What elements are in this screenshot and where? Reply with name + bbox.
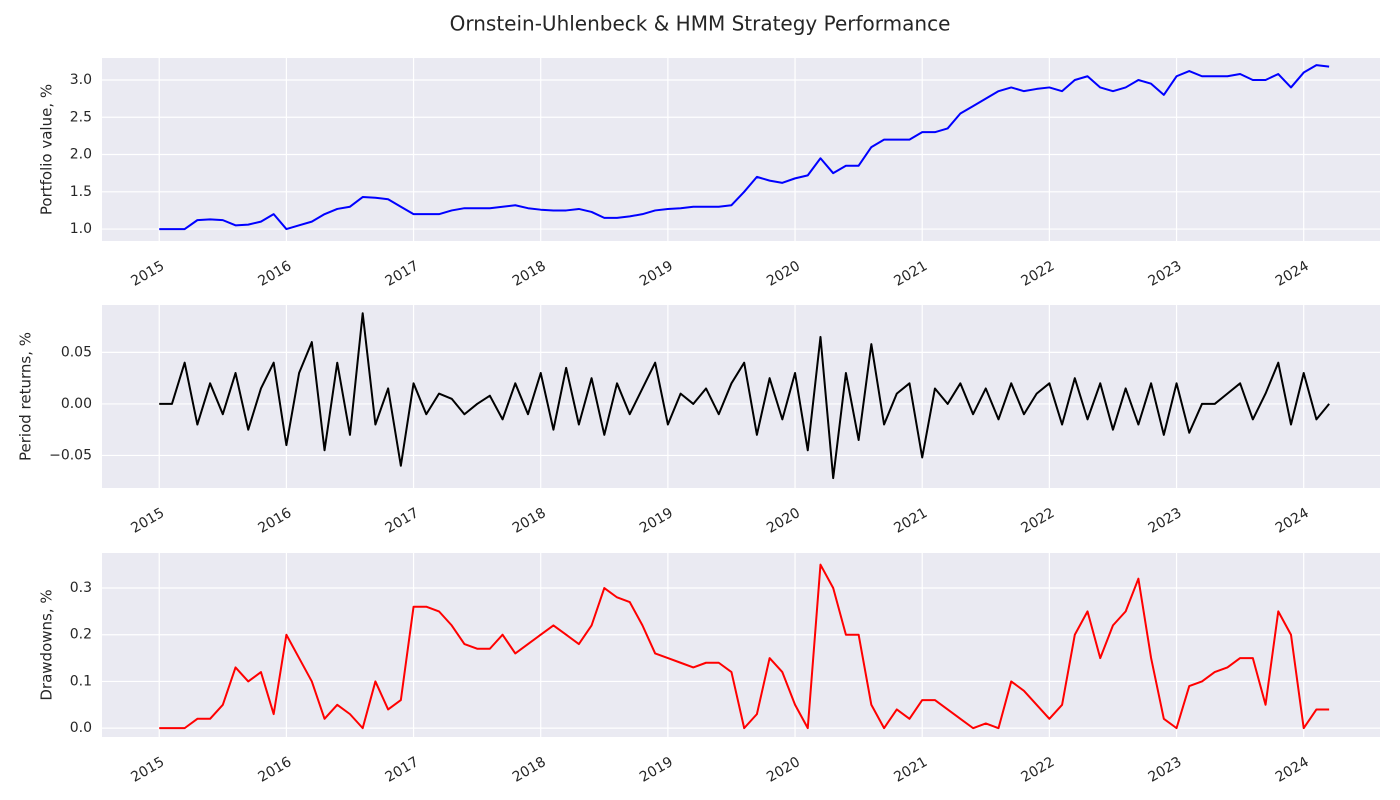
x-tick-label: 2016 bbox=[256, 754, 295, 786]
x-tick-label: 2021 bbox=[891, 754, 930, 786]
y-tick-label: 1.5 bbox=[70, 184, 92, 200]
x-tick-label: 2020 bbox=[764, 505, 803, 537]
x-tick-label: 2017 bbox=[383, 258, 422, 290]
x-tick-label: 2022 bbox=[1019, 505, 1058, 537]
y-tick-label: 0.3 bbox=[70, 580, 92, 596]
y-tick-label: 2.0 bbox=[70, 147, 92, 163]
x-tick-label: 2015 bbox=[128, 754, 167, 786]
x-tick-label: 2015 bbox=[128, 258, 167, 290]
y-tick-label: 3.0 bbox=[70, 72, 92, 88]
x-tick-label: 2016 bbox=[256, 505, 295, 537]
y-axis-label: Portfolio value, % bbox=[38, 84, 56, 215]
x-tick-label: 2021 bbox=[891, 258, 930, 290]
x-tick-label: 2019 bbox=[637, 258, 676, 290]
x-tick-label: 2021 bbox=[891, 505, 930, 537]
x-tick-label: 2018 bbox=[510, 754, 549, 786]
x-tick-label: 2023 bbox=[1146, 258, 1185, 290]
y-tick-label: 0.2 bbox=[70, 627, 92, 643]
plot-area bbox=[102, 305, 1380, 488]
series-line bbox=[159, 64, 1330, 231]
x-tick-label: 2019 bbox=[637, 754, 676, 786]
x-tick-label: 2018 bbox=[510, 505, 549, 537]
x-tick-label: 2020 bbox=[764, 258, 803, 290]
y-tick-label: 2.5 bbox=[70, 109, 92, 125]
figure-title: Ornstein-Uhlenbeck & HMM Strategy Perfor… bbox=[450, 12, 951, 36]
x-tick-label: 2016 bbox=[256, 258, 295, 290]
x-tick-label: 2022 bbox=[1019, 754, 1058, 786]
x-tick-label: 2023 bbox=[1146, 505, 1185, 537]
x-tick-label: 2019 bbox=[637, 505, 676, 537]
y-tick-label: 0.1 bbox=[70, 673, 92, 689]
plot-area bbox=[102, 553, 1380, 737]
y-tick-label: 1.0 bbox=[70, 221, 92, 237]
x-tick-label: 2020 bbox=[764, 754, 803, 786]
y-axis-label: Drawdowns, % bbox=[38, 589, 56, 700]
series-line bbox=[159, 563, 1330, 730]
x-tick-label: 2024 bbox=[1273, 258, 1312, 290]
y-axis-label: Period returns, % bbox=[17, 332, 35, 461]
series-line bbox=[159, 312, 1330, 480]
x-tick-label: 2023 bbox=[1146, 754, 1185, 786]
x-tick-label: 2024 bbox=[1273, 754, 1312, 786]
y-tick-label: 0.00 bbox=[61, 396, 92, 412]
x-tick-label: 2018 bbox=[510, 258, 549, 290]
y-tick-label: 0.0 bbox=[70, 720, 92, 736]
x-tick-label: 2017 bbox=[383, 505, 422, 537]
plot-area bbox=[102, 58, 1380, 241]
x-tick-label: 2024 bbox=[1273, 505, 1312, 537]
x-tick-label: 2015 bbox=[128, 505, 167, 537]
x-tick-label: 2017 bbox=[383, 754, 422, 786]
y-tick-label: 0.05 bbox=[61, 344, 92, 360]
x-tick-label: 2022 bbox=[1019, 258, 1058, 290]
y-tick-label: −0.05 bbox=[49, 447, 92, 463]
